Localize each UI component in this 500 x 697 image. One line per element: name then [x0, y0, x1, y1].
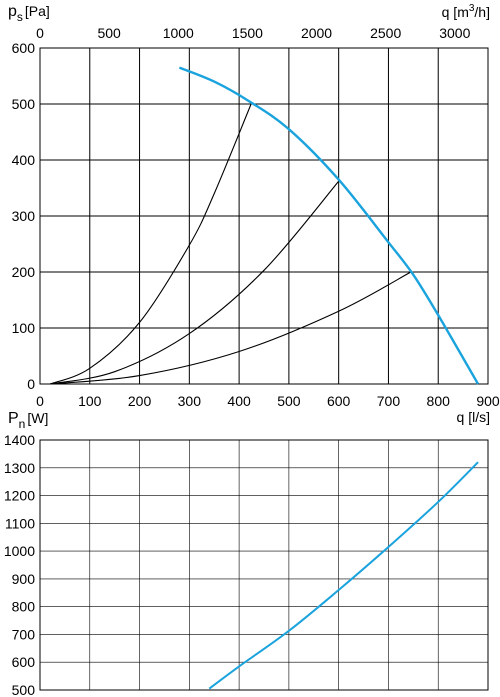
pressure-tick-label: 400 [12, 152, 36, 168]
system-curve [49, 271, 412, 385]
flow-tick-label: 700 [377, 393, 401, 409]
power-grid [39, 439, 489, 691]
pressure-tick-label: 200 [12, 264, 36, 280]
flow-m3h-tick-label: 1000 [163, 25, 194, 41]
pressure-unit: [Pa] [25, 3, 50, 19]
power-tick-label: 1400 [4, 432, 35, 448]
pressure-y-tick-labels: 0 100 200 300 400 500 600 [12, 40, 36, 392]
flow-m3h-tick-label: 500 [97, 25, 121, 41]
power-y-tick-labels: 500 600 700 800 900 1000 1100 1200 1300 1400 [4, 432, 35, 697]
flow-m3h-tick-labels: 0 500 1000 1500 2000 2500 3000 [36, 25, 470, 41]
flow-tick-label: 600 [327, 393, 351, 409]
pressure-subscript: s [17, 10, 23, 24]
flow-tick-label: 0 [36, 393, 44, 409]
flow-m3h-tick-label: 1500 [232, 25, 263, 41]
power-tick-label: 600 [12, 654, 36, 670]
flow-m3h-superscript: 3 [469, 3, 475, 14]
flow-tick-label: 100 [78, 393, 102, 409]
flow-tick-label: 500 [277, 393, 301, 409]
flow-x-tick-labels: 0 100 200 300 400 500 600 700 800 900 [36, 393, 500, 409]
power-tick-label: 700 [12, 626, 36, 642]
flow-axis-label: q [l/s] [457, 409, 490, 425]
power-axis-label: Pn [W] [8, 410, 48, 431]
flow-m3h-tick-label: 2500 [370, 25, 401, 41]
pressure-tick-label: 0 [27, 376, 35, 392]
power-chart: 500 600 700 800 900 1000 1100 1200 1300 1400 Pn [W… [4, 410, 489, 697]
flow-m3h-prefix: q [m [442, 4, 469, 20]
flow-tick-label: 300 [178, 393, 202, 409]
power-symbol: P [8, 410, 19, 427]
flow-tick-label: 900 [476, 393, 500, 409]
system-curves [49, 102, 412, 385]
pressure-tick-label: 500 [12, 96, 36, 112]
power-subscript: n [19, 417, 26, 431]
power-tick-label: 1100 [5, 515, 35, 531]
flow-tick-label: 200 [128, 393, 152, 409]
system-curve [49, 102, 253, 385]
power-tick-label: 500 [12, 682, 36, 697]
fan-pressure-curve [178, 66, 480, 385]
power-tick-label: 1000 [4, 543, 35, 559]
system-curve [49, 180, 340, 385]
power-plot-frame [39, 439, 489, 691]
flow-m3h-suffix: /h] [474, 4, 490, 20]
pressure-chart: 0 100 200 300 400 500 600 0 100 200 300 400 500 600 7… [8, 3, 500, 425]
flow-m3h-tick-label: 0 [36, 25, 44, 41]
power-tick-label: 1300 [4, 460, 35, 476]
flow-m3h-tick-label: 3000 [439, 25, 470, 41]
power-unit: [W] [27, 410, 48, 426]
pressure-plot-frame [39, 47, 489, 385]
flow-m3h-axis-label: q [m3/h] [442, 3, 490, 20]
pressure-symbol: p [8, 3, 17, 20]
flow-m3h-tick-label: 2000 [301, 25, 332, 41]
pressure-tick-label: 600 [12, 40, 36, 56]
pressure-tick-label: 100 [12, 320, 36, 336]
pressure-axis-label: ps [Pa] [8, 3, 50, 24]
power-tick-label: 800 [12, 599, 36, 615]
power-tick-label: 1200 [4, 488, 35, 504]
flow-tick-label: 400 [227, 393, 251, 409]
power-curve [208, 461, 479, 690]
pressure-grid [39, 47, 489, 385]
pressure-tick-label: 300 [12, 208, 36, 224]
power-tick-label: 900 [12, 571, 36, 587]
flow-tick-label: 800 [427, 393, 451, 409]
